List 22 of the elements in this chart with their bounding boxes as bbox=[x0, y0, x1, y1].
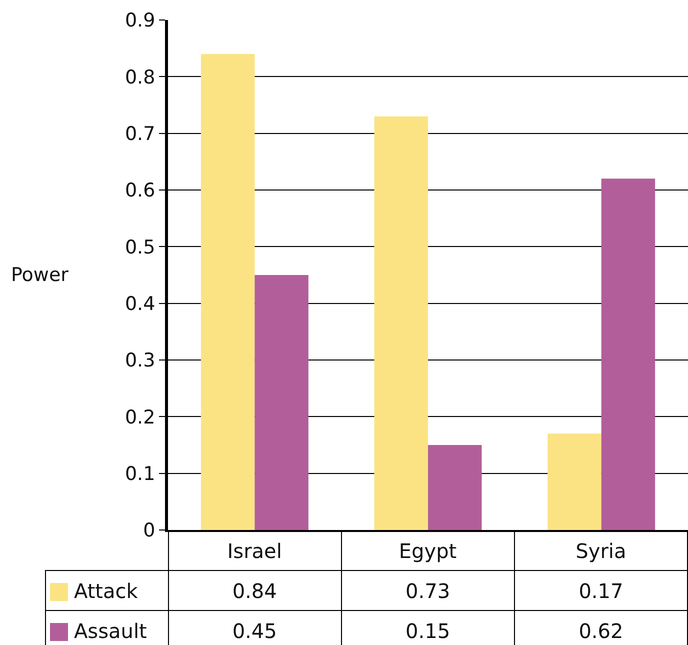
y-tick-label: 0.8 bbox=[124, 66, 156, 88]
y-tick-label: 0.7 bbox=[124, 122, 156, 145]
data-label: 0.15 bbox=[341, 610, 514, 645]
y-tick-label: 0.2 bbox=[124, 406, 156, 428]
x-tick-label: Israel bbox=[168, 530, 342, 570]
y-tick-label: 0.9 bbox=[124, 10, 156, 32]
y-tick-label: 0.5 bbox=[124, 236, 156, 258]
data-label: 0.84 bbox=[168, 570, 342, 610]
y-tick-label: 0.4 bbox=[124, 292, 156, 315]
y-tick-label: 0.3 bbox=[124, 350, 156, 372]
x-tick-label: Egypt bbox=[341, 530, 514, 570]
y-tick-label: 0 bbox=[143, 520, 156, 542]
data-label: 0.62 bbox=[514, 610, 688, 645]
y-tick-label: 0.1 bbox=[124, 462, 156, 485]
x-tick-label: Syria bbox=[514, 530, 688, 570]
y-axis-title: Power bbox=[11, 264, 69, 286]
data-label: 0.17 bbox=[514, 570, 688, 610]
data-label: 0.45 bbox=[168, 610, 342, 645]
legend-label: Attack bbox=[46, 570, 168, 610]
y-tick-label: 0.6 bbox=[124, 180, 156, 202]
legend-label: Assault bbox=[46, 610, 168, 645]
data-label: 0.73 bbox=[341, 570, 514, 610]
